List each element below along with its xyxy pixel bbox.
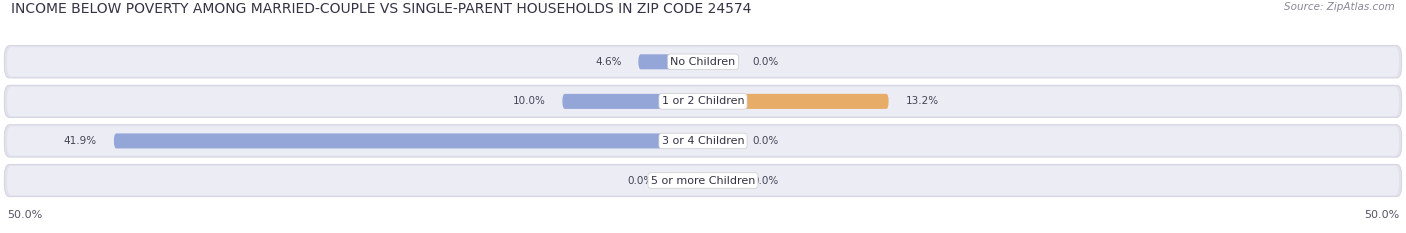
Text: 0.0%: 0.0%	[752, 57, 779, 67]
Text: 3 or 4 Children: 3 or 4 Children	[662, 136, 744, 146]
FancyBboxPatch shape	[4, 46, 1402, 78]
Text: 50.0%: 50.0%	[7, 210, 42, 220]
FancyBboxPatch shape	[7, 166, 1399, 195]
FancyBboxPatch shape	[638, 54, 703, 69]
FancyBboxPatch shape	[562, 94, 703, 109]
FancyBboxPatch shape	[7, 126, 1399, 156]
Text: INCOME BELOW POVERTY AMONG MARRIED-COUPLE VS SINGLE-PARENT HOUSEHOLDS IN ZIP COD: INCOME BELOW POVERTY AMONG MARRIED-COUPL…	[11, 2, 752, 16]
Text: No Children: No Children	[671, 57, 735, 67]
Text: 0.0%: 0.0%	[752, 175, 779, 185]
FancyBboxPatch shape	[7, 87, 1399, 116]
Text: 0.0%: 0.0%	[627, 175, 654, 185]
Text: Source: ZipAtlas.com: Source: ZipAtlas.com	[1284, 2, 1395, 12]
FancyBboxPatch shape	[703, 94, 889, 109]
Text: 1 or 2 Children: 1 or 2 Children	[662, 96, 744, 106]
FancyBboxPatch shape	[703, 173, 738, 188]
FancyBboxPatch shape	[668, 173, 703, 188]
FancyBboxPatch shape	[114, 134, 703, 148]
Text: 13.2%: 13.2%	[905, 96, 939, 106]
FancyBboxPatch shape	[4, 85, 1402, 118]
Text: 5 or more Children: 5 or more Children	[651, 175, 755, 185]
Text: 4.6%: 4.6%	[595, 57, 621, 67]
FancyBboxPatch shape	[7, 47, 1399, 76]
Text: 0.0%: 0.0%	[752, 136, 779, 146]
Text: 50.0%: 50.0%	[1364, 210, 1399, 220]
FancyBboxPatch shape	[4, 125, 1402, 157]
Text: 41.9%: 41.9%	[63, 136, 97, 146]
Text: 10.0%: 10.0%	[513, 96, 546, 106]
FancyBboxPatch shape	[4, 164, 1402, 197]
